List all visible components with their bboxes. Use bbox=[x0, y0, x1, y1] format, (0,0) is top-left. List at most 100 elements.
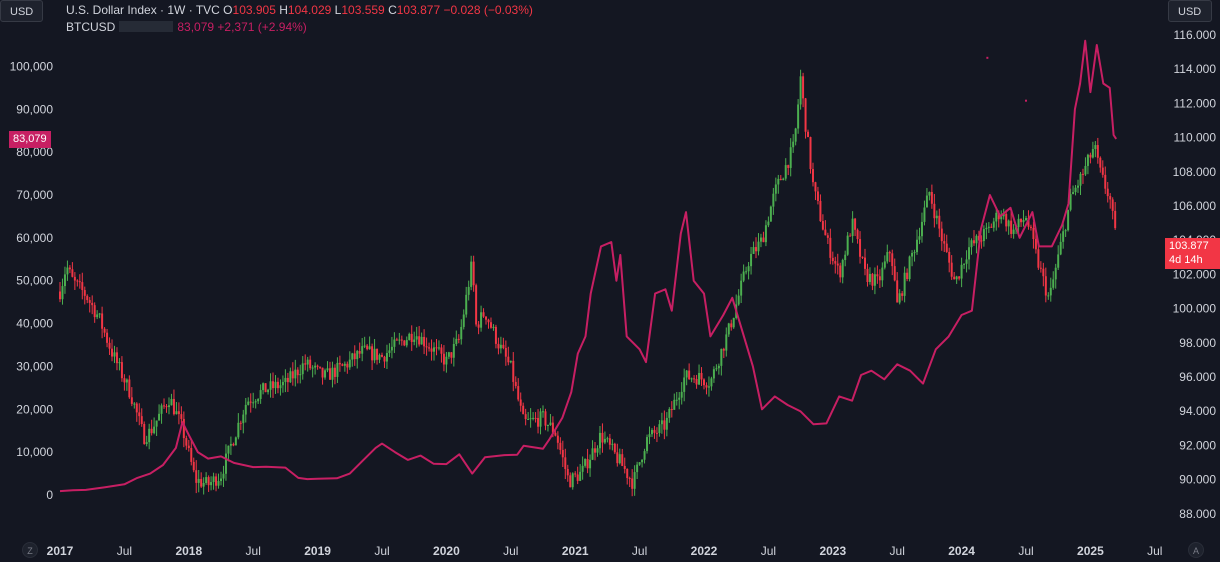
time-axis[interactable]: 2017 Jul 2018 Jul 2019 Jul 2020 Jul 2021 Jul 2022 J… bbox=[47, 544, 1163, 558]
candle-body bbox=[71, 269, 74, 277]
candle-body bbox=[1017, 218, 1020, 228]
candle-body bbox=[363, 345, 366, 347]
candle-body bbox=[665, 417, 668, 430]
left-axis-tick-label: 60,000 bbox=[16, 231, 53, 245]
candle-body bbox=[195, 470, 198, 483]
candle-body bbox=[898, 293, 901, 303]
candle-body bbox=[849, 235, 852, 237]
candle-body bbox=[163, 405, 166, 407]
candle-body bbox=[353, 353, 356, 360]
left-scale-currency-button[interactable]: USD bbox=[0, 0, 44, 22]
candle-body bbox=[259, 390, 262, 399]
candle-body bbox=[316, 365, 319, 367]
overlay-symbol-label[interactable]: BTCUSD bbox=[66, 20, 116, 34]
candle-body bbox=[598, 432, 601, 449]
candle-body bbox=[150, 428, 153, 434]
candle-body bbox=[306, 359, 309, 365]
candle-body bbox=[549, 422, 552, 425]
candle-body bbox=[247, 401, 250, 405]
candle-body bbox=[764, 225, 767, 243]
candle-body bbox=[128, 379, 131, 398]
candle-body bbox=[864, 257, 866, 269]
candle-body bbox=[153, 426, 156, 434]
time-axis-tick-label: 2019 bbox=[304, 544, 331, 558]
right-scale-currency-button[interactable]: USD bbox=[1168, 0, 1212, 22]
candle-body bbox=[532, 417, 535, 419]
candle-body bbox=[670, 408, 673, 410]
candle-body bbox=[943, 241, 946, 244]
candle-body bbox=[487, 319, 490, 323]
candle-body bbox=[745, 271, 748, 273]
candle-body bbox=[148, 428, 151, 443]
candle-body bbox=[475, 285, 478, 325]
candle-body bbox=[559, 442, 562, 450]
candle-body bbox=[167, 405, 170, 408]
candle-body bbox=[948, 251, 951, 263]
candle-body bbox=[291, 371, 294, 379]
candle-body bbox=[1020, 218, 1023, 223]
candle-body bbox=[636, 464, 639, 473]
right-axis-tick-label: 102.000 bbox=[1173, 267, 1217, 281]
main-symbol-label[interactable]: U.S. Dollar Index · 1W · TVC bbox=[66, 3, 220, 17]
candle-body bbox=[918, 236, 921, 240]
zoom-reset-button[interactable]: Z bbox=[22, 542, 38, 558]
candle-body bbox=[626, 468, 629, 478]
candle-body bbox=[777, 178, 780, 185]
candle-body bbox=[668, 408, 671, 418]
candle-body bbox=[494, 326, 497, 344]
candle-body bbox=[205, 477, 208, 483]
candle-body bbox=[86, 295, 89, 301]
auto-scale-button[interactable]: A bbox=[1188, 542, 1204, 558]
time-axis-tick-label: Jul bbox=[761, 544, 776, 558]
candle-body bbox=[584, 459, 587, 466]
left-price-axis[interactable]: 100,000 90,000 80,000 70,000 60,000 50,000 40,… bbox=[10, 59, 54, 502]
candle-body bbox=[447, 352, 450, 357]
candle-body bbox=[361, 346, 364, 354]
right-price-axis[interactable]: 116.000 114.000 112.000 110.000 108.000 106.0… bbox=[1173, 28, 1217, 521]
candle-body bbox=[492, 326, 495, 328]
candle-body bbox=[797, 104, 800, 129]
candle-body bbox=[158, 413, 161, 421]
candle-body bbox=[646, 437, 649, 452]
candle-body bbox=[643, 451, 646, 460]
candle-body bbox=[824, 229, 827, 236]
candle-body bbox=[762, 237, 765, 243]
left-axis-tick-label: 100,000 bbox=[10, 59, 54, 73]
open-value: 103.905 bbox=[232, 3, 276, 17]
candle-body bbox=[551, 422, 554, 433]
candle-body bbox=[272, 381, 275, 389]
overlay-series-legend[interactable]: BTCUSD 83,079 +2,371 (+2.94%) bbox=[66, 20, 307, 34]
candle-body bbox=[1079, 173, 1082, 186]
candle-body bbox=[284, 377, 287, 382]
candle-body bbox=[1010, 220, 1013, 234]
main-series-legend[interactable]: U.S. Dollar Index · 1W · TVC O103.905 H1… bbox=[66, 3, 533, 17]
candle-body bbox=[378, 354, 381, 360]
candle-body bbox=[133, 403, 136, 405]
candle-body bbox=[591, 448, 594, 460]
right-axis-tick-label: 110.000 bbox=[1174, 131, 1217, 145]
candle-body bbox=[990, 226, 993, 228]
dxy-candles bbox=[59, 69, 1117, 497]
time-axis-tick-label: Jul bbox=[632, 544, 647, 558]
candle-body bbox=[992, 221, 995, 228]
time-axis-tick-label: 2023 bbox=[819, 544, 846, 558]
candle-body bbox=[772, 193, 775, 207]
candle-body bbox=[1029, 226, 1032, 228]
candle-body bbox=[574, 473, 577, 475]
candle-body bbox=[737, 295, 740, 305]
candle-body bbox=[234, 437, 237, 446]
candle-body bbox=[564, 457, 567, 469]
candle-body bbox=[594, 448, 597, 453]
candle-body bbox=[856, 229, 859, 240]
candle-body bbox=[499, 344, 502, 349]
change-value: −0.028 (−0.03%) bbox=[443, 3, 533, 17]
candle-body bbox=[440, 347, 443, 354]
candle-body bbox=[727, 323, 730, 335]
candle-body bbox=[341, 364, 344, 366]
candle-body bbox=[608, 438, 611, 445]
candle-body bbox=[544, 411, 547, 426]
candle-body bbox=[611, 443, 614, 445]
candle-body bbox=[405, 340, 408, 346]
candle-body bbox=[938, 215, 941, 229]
